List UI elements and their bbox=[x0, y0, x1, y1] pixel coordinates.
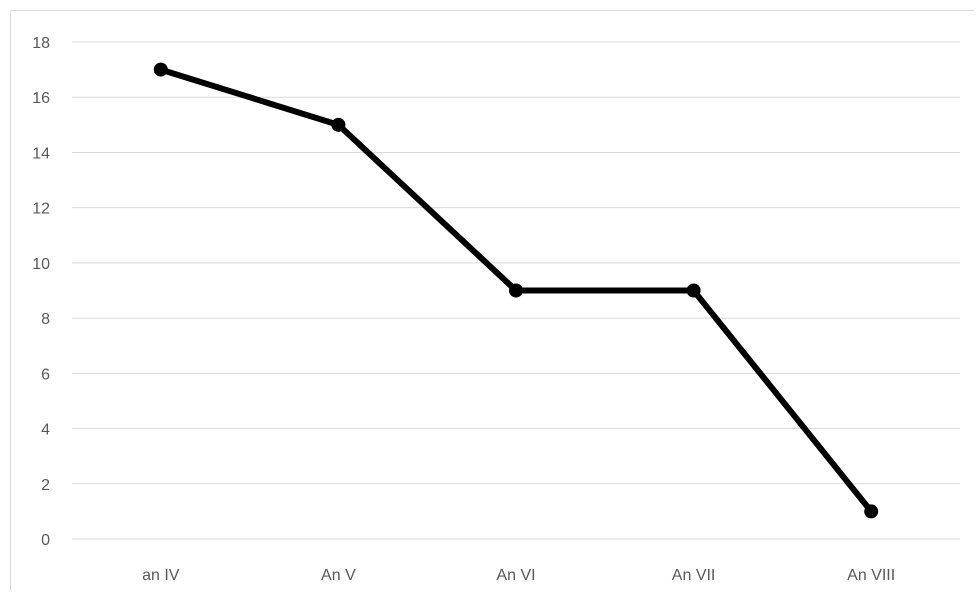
x-axis-tick-labels: an IV An V An VI An VII An VIII bbox=[142, 567, 895, 584]
y-tick-label: 8 bbox=[41, 311, 50, 328]
y-tick-label: 12 bbox=[32, 201, 50, 218]
chart-frame bbox=[10, 10, 974, 590]
y-tick-label: 2 bbox=[41, 477, 50, 494]
y-tick-label: 4 bbox=[41, 422, 50, 439]
x-tick-label: An VIII bbox=[847, 567, 895, 584]
x-tick-label: An V bbox=[321, 567, 356, 584]
data-point bbox=[509, 283, 523, 298]
x-tick-label: an IV bbox=[142, 567, 180, 584]
y-tick-label: 0 bbox=[41, 532, 50, 549]
gridlines bbox=[72, 41, 960, 540]
y-tick-label: 10 bbox=[32, 256, 50, 273]
y-tick-label: 16 bbox=[32, 90, 50, 107]
y-tick-label: 14 bbox=[32, 145, 50, 162]
x-tick-label: An VI bbox=[496, 567, 535, 584]
series bbox=[153, 62, 879, 519]
data-point bbox=[153, 62, 168, 77]
data-point bbox=[686, 283, 701, 298]
y-tick-label: 18 bbox=[32, 35, 50, 52]
y-tick-label: 6 bbox=[41, 366, 50, 383]
data-point bbox=[331, 117, 346, 132]
x-tick-label: An VII bbox=[672, 567, 716, 584]
data-point bbox=[864, 504, 879, 519]
y-axis-tick-labels: 0 2 4 6 8 10 12 14 16 18 bbox=[32, 35, 50, 549]
